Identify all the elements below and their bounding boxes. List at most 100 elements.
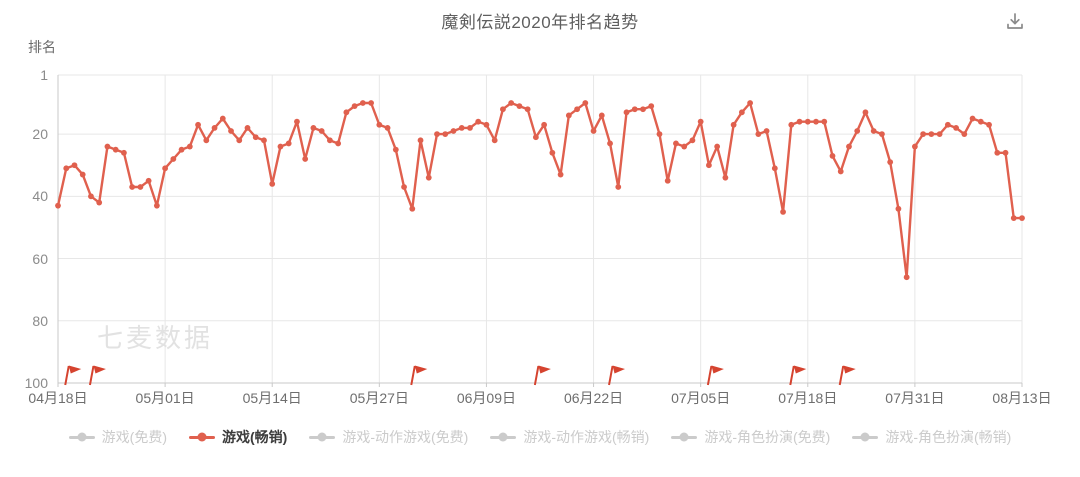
event-flag-icon[interactable] bbox=[838, 365, 856, 386]
data-point[interactable] bbox=[269, 180, 276, 187]
data-point[interactable] bbox=[104, 143, 111, 150]
data-point[interactable] bbox=[607, 140, 613, 147]
data-point[interactable] bbox=[252, 134, 259, 141]
data-point[interactable] bbox=[928, 131, 935, 138]
data-point[interactable] bbox=[714, 143, 721, 150]
data-point[interactable] bbox=[500, 106, 506, 113]
data-point[interactable] bbox=[706, 162, 712, 169]
data-point[interactable] bbox=[524, 106, 531, 113]
data-point[interactable] bbox=[195, 121, 201, 128]
data-point[interactable] bbox=[1010, 215, 1017, 222]
data-point[interactable] bbox=[351, 103, 358, 110]
data-point[interactable] bbox=[615, 184, 622, 190]
data-point[interactable] bbox=[318, 128, 325, 134]
download-button[interactable] bbox=[1002, 10, 1028, 36]
data-point[interactable] bbox=[730, 121, 737, 128]
data-point[interactable] bbox=[697, 118, 704, 125]
data-point[interactable] bbox=[664, 177, 671, 184]
legend-item-5[interactable]: 游戏-角色扮演(免费) bbox=[671, 427, 830, 447]
data-point[interactable] bbox=[285, 140, 292, 147]
data-point[interactable] bbox=[532, 134, 539, 141]
data-point[interactable] bbox=[145, 177, 152, 184]
data-point[interactable] bbox=[434, 131, 440, 138]
data-point[interactable] bbox=[911, 143, 918, 150]
data-point[interactable] bbox=[112, 146, 119, 153]
data-point[interactable] bbox=[219, 115, 226, 122]
data-point[interactable] bbox=[450, 128, 457, 134]
data-point[interactable] bbox=[590, 128, 597, 134]
data-point[interactable] bbox=[541, 121, 548, 128]
data-point[interactable] bbox=[977, 118, 984, 125]
data-point[interactable] bbox=[953, 124, 959, 131]
data-point[interactable] bbox=[673, 140, 679, 147]
data-point[interactable] bbox=[368, 100, 374, 106]
data-point[interactable] bbox=[582, 100, 589, 106]
data-point[interactable] bbox=[656, 131, 663, 138]
data-point[interactable] bbox=[813, 118, 819, 125]
data-point[interactable] bbox=[71, 162, 78, 169]
data-point[interactable] bbox=[178, 146, 185, 153]
data-point[interactable] bbox=[302, 156, 309, 162]
data-point[interactable] bbox=[862, 109, 869, 116]
data-point[interactable] bbox=[796, 118, 803, 125]
data-point[interactable] bbox=[689, 137, 696, 144]
data-point[interactable] bbox=[79, 171, 86, 178]
data-point[interactable] bbox=[491, 137, 498, 144]
data-point[interactable] bbox=[458, 124, 465, 131]
data-point[interactable] bbox=[879, 131, 885, 138]
data-point[interactable] bbox=[681, 143, 688, 150]
data-point[interactable] bbox=[442, 131, 449, 138]
data-point[interactable] bbox=[986, 121, 992, 128]
data-point[interactable] bbox=[467, 124, 473, 131]
data-point[interactable] bbox=[631, 106, 638, 113]
data-point[interactable] bbox=[747, 100, 754, 106]
data-point[interactable] bbox=[821, 118, 828, 125]
data-point[interactable] bbox=[1019, 215, 1025, 222]
data-point[interactable] bbox=[854, 128, 861, 134]
data-point[interactable] bbox=[870, 128, 877, 134]
data-point[interactable] bbox=[961, 131, 968, 138]
data-point[interactable] bbox=[96, 199, 103, 206]
data-point[interactable] bbox=[598, 112, 605, 119]
data-point[interactable] bbox=[376, 121, 383, 128]
data-point[interactable] bbox=[170, 156, 177, 162]
data-point[interactable] bbox=[409, 205, 416, 212]
data-point[interactable] bbox=[780, 208, 786, 215]
data-point[interactable] bbox=[244, 124, 251, 131]
data-point[interactable] bbox=[903, 274, 910, 281]
event-flag-icon[interactable] bbox=[608, 365, 626, 386]
data-point[interactable] bbox=[944, 121, 951, 128]
data-point[interactable] bbox=[920, 131, 927, 138]
data-point[interactable] bbox=[994, 149, 1001, 156]
data-point[interactable] bbox=[137, 184, 144, 190]
data-point[interactable] bbox=[384, 124, 391, 131]
data-point[interactable] bbox=[63, 165, 70, 172]
data-point[interactable] bbox=[335, 140, 342, 147]
data-point[interactable] bbox=[508, 100, 515, 106]
data-point[interactable] bbox=[895, 205, 902, 212]
data-point[interactable] bbox=[310, 124, 317, 131]
data-point[interactable] bbox=[549, 149, 556, 156]
data-point[interactable] bbox=[401, 184, 407, 190]
data-point[interactable] bbox=[228, 128, 234, 134]
data-point[interactable] bbox=[763, 128, 770, 134]
data-point[interactable] bbox=[623, 109, 630, 116]
event-flag-icon[interactable] bbox=[533, 365, 551, 386]
data-point[interactable] bbox=[236, 137, 243, 144]
data-point[interactable] bbox=[516, 103, 523, 110]
data-point[interactable] bbox=[738, 109, 745, 116]
data-point[interactable] bbox=[211, 124, 218, 131]
event-flag-icon[interactable] bbox=[64, 365, 82, 386]
data-point[interactable] bbox=[203, 137, 210, 144]
data-point[interactable] bbox=[574, 106, 580, 113]
data-point[interactable] bbox=[788, 121, 795, 128]
data-point[interactable] bbox=[722, 174, 729, 181]
legend-item-4[interactable]: 游戏-动作游戏(畅销) bbox=[490, 427, 649, 447]
data-point[interactable] bbox=[887, 159, 894, 166]
legend-item-2[interactable]: 游戏(畅销) bbox=[189, 427, 287, 447]
data-point[interactable] bbox=[277, 143, 284, 150]
event-flag-icon[interactable] bbox=[789, 365, 807, 386]
data-point[interactable] bbox=[326, 137, 333, 144]
data-point[interactable] bbox=[565, 112, 572, 119]
data-point[interactable] bbox=[846, 143, 852, 150]
